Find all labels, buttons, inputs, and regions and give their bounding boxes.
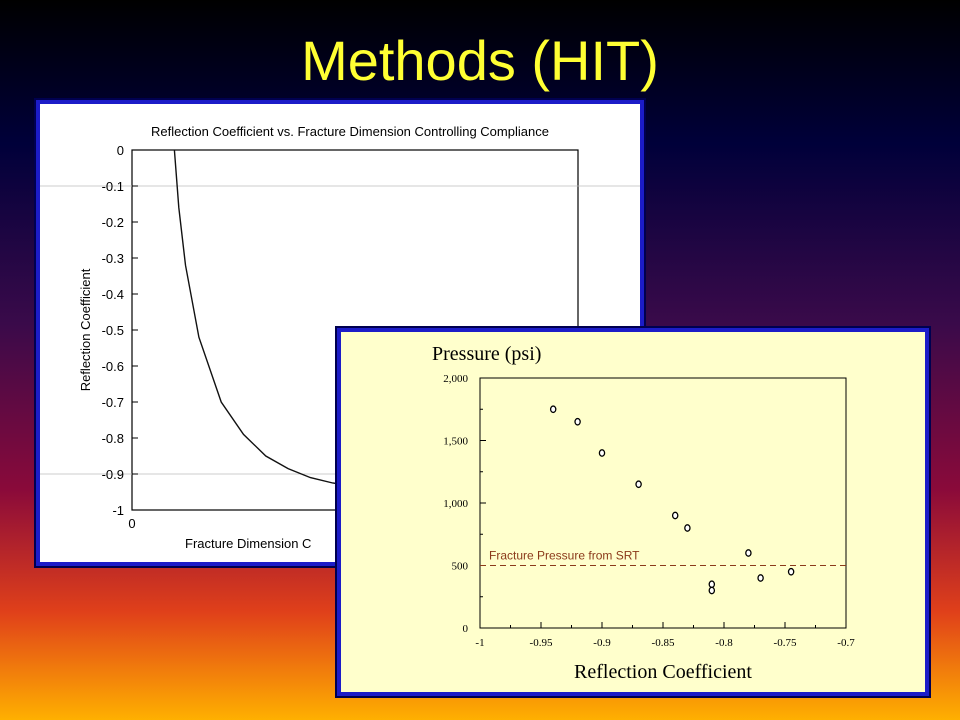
pressure-chart-panel: Pressure (psi) 0 500 1,000 1,500 2,000 -1 -0.… <box>337 328 929 696</box>
data-point <box>684 524 691 532</box>
x-axis-label: Reflection Coefficient <box>574 661 752 683</box>
y-tick-label: -0.2 <box>102 215 124 230</box>
data-point <box>708 586 716 595</box>
plot-frame <box>479 377 847 629</box>
data-point <box>635 480 642 489</box>
y-tick-label: -1 <box>112 503 124 518</box>
y-tick-label: -0.6 <box>102 359 124 374</box>
y-tick-label: -0.8 <box>102 431 124 446</box>
data-point <box>671 511 679 520</box>
data-point <box>598 449 606 457</box>
x-tick-label: 0 <box>128 516 135 531</box>
x-tick-label: -0.95 <box>530 637 553 649</box>
x-tick-label: -0.9 <box>593 637 611 649</box>
chart-title: Reflection Coefficient vs. Fracture Dime… <box>151 124 549 139</box>
pressure-chart: Pressure (psi) 0 500 1,000 1,500 2,000 -1 -0.… <box>432 343 855 683</box>
data-point <box>745 549 752 557</box>
y-axis-label: Reflection Coefficient <box>78 268 93 391</box>
y-tick-label: 1,000 <box>443 498 468 510</box>
chart-title: Pressure (psi) <box>432 343 541 365</box>
data-point <box>757 574 764 582</box>
x-tick-label: -0.75 <box>774 637 797 649</box>
x-tick-label: -0.8 <box>715 637 733 649</box>
y-tick-label: -0.3 <box>102 251 124 266</box>
y-tick-label: -0.4 <box>102 287 124 302</box>
slide-title: Methods (HIT) <box>301 29 659 92</box>
compliance-chart: Reflection Coefficient vs. Fracture Dime… <box>40 124 640 551</box>
y-tick-label: 0 <box>463 623 469 635</box>
x-axis-label: Fracture Dimension C <box>185 536 311 551</box>
y-tick-label: 500 <box>452 561 469 573</box>
y-tick-label: 1,500 <box>443 436 468 448</box>
data-point <box>787 567 795 576</box>
data-point <box>574 417 581 426</box>
y-tick-label: -0.1 <box>102 179 124 194</box>
data-point <box>549 405 557 414</box>
y-tick-label: -0.7 <box>102 395 124 410</box>
y-tick-label: 0 <box>117 143 124 158</box>
x-tick-label: -0.7 <box>837 637 855 649</box>
fracture-pressure-label: Fracture Pressure from SRT <box>489 549 640 563</box>
y-tick-label: -0.9 <box>102 467 124 482</box>
y-tick-label: -0.5 <box>102 323 124 338</box>
x-tick-label: -1 <box>475 637 484 649</box>
x-tick-label: -0.85 <box>652 637 675 649</box>
y-tick-label: 2,000 <box>443 373 468 385</box>
data-point <box>708 580 716 589</box>
